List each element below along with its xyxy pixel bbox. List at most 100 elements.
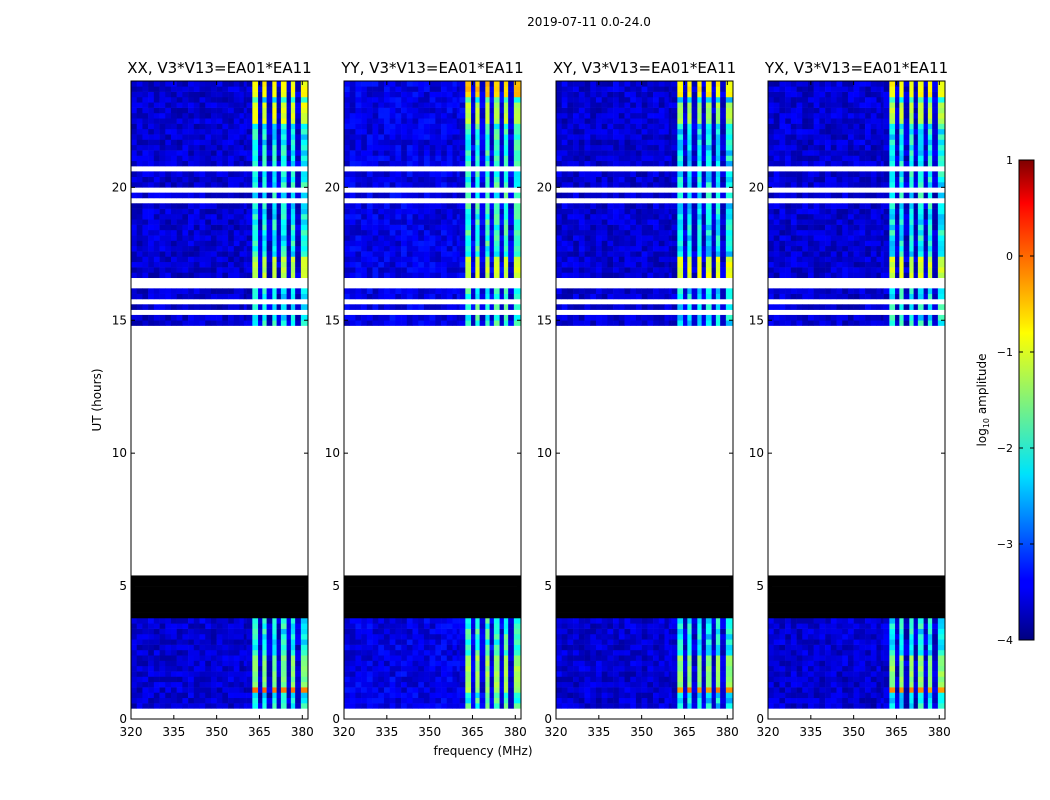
heatmap-cell [471,112,476,119]
heatmap-cell [475,256,480,263]
heatmap-cell [188,320,195,326]
heatmap-cell [479,293,486,300]
heatmap-cell [423,628,430,635]
heatmap-cell [136,213,143,220]
heatmap-cell [243,102,247,108]
heatmap-cell [489,96,495,103]
heatmap-cell [300,660,309,667]
heatmap-cell [441,182,448,188]
heatmap-cell [188,107,195,114]
heatmap-cell [485,118,490,124]
heatmap-cell [300,256,309,263]
heatmap-cell [578,213,585,220]
heatmap-cell [513,192,522,199]
heatmap-cell [423,192,430,199]
heatmap-cell [159,649,166,656]
heatmap-cell [153,256,160,263]
heatmap-cell [176,229,183,236]
heatmap-cell [485,150,490,156]
heatmap-cell [630,644,637,651]
heatmap-cell [142,182,149,188]
heatmap-cell [252,304,259,310]
heatmap-cell [618,692,625,699]
heatmap-cell [246,139,253,146]
heatmap-cell [725,213,734,220]
heatmap-cell [412,150,419,156]
heatmap-cell [210,240,217,247]
heatmap-cell [243,182,247,188]
heatmap-cell [601,644,608,651]
heatmap-cell [233,224,240,231]
heatmap-cell [176,240,183,247]
heatmap-cell [677,272,684,279]
heatmap-cell [176,213,183,220]
heatmap-cell [272,293,277,300]
heatmap-cell [131,628,138,635]
heatmap-cell [479,644,486,651]
heatmap-cell [222,91,229,98]
heatmap-cell [280,261,287,268]
heatmap-cell [441,261,448,268]
heatmap-cell [233,112,240,119]
heatmap-cell [170,118,177,124]
heatmap-cell [493,112,500,119]
heatmap-cell [691,671,698,677]
heatmap-cell [556,251,563,257]
heatmap-cell [401,171,408,177]
heatmap-cell [131,314,138,321]
heatmap-cell [355,107,362,114]
heatmap-cell [452,139,458,146]
heatmap-cell [456,687,460,693]
heatmap-cell [584,644,591,651]
heatmap-cell [193,288,200,294]
heatmap-cell [471,320,476,326]
heatmap-cell [725,671,734,677]
heatmap-cell [159,293,166,300]
heatmap-cell [508,256,515,263]
heatmap-cell [513,623,522,629]
heatmap-cell [687,288,692,294]
heatmap-cell [222,692,229,699]
heatmap-cell [429,155,436,162]
heatmap-cell [711,203,717,209]
heatmap-cell [578,251,585,257]
heatmap-cell [613,644,620,651]
heatmap-cell [601,681,608,688]
heatmap-cell [142,251,149,257]
heatmap-cell [479,272,486,279]
heatmap-cell [401,251,408,257]
heatmap-cell [199,655,206,661]
heatmap-cell [423,692,430,699]
heatmap-cell [276,155,282,162]
heatmap-cell [239,639,245,645]
heatmap-cell [607,293,614,300]
heatmap-cell [222,256,229,263]
heatmap-cell [361,81,368,87]
heatmap-cell [222,687,229,693]
heatmap-cell [344,240,351,247]
heatmap-cell [210,155,217,162]
heatmap-cell [668,314,672,321]
heatmap-cell [664,261,670,268]
heatmap-cell [578,240,585,247]
heatmap-cell [252,272,259,279]
heatmap-cell [216,320,223,326]
heatmap-cell [578,304,585,310]
heatmap-cell [193,118,200,124]
heatmap-cell [383,665,390,672]
heatmap-cell [366,665,373,672]
heatmap-cell [205,293,212,300]
heatmap-cell [233,128,240,135]
heatmap-cell [406,251,413,257]
heatmap-cell [441,314,448,321]
heatmap-cell [142,697,149,704]
heatmap-cell [446,134,453,140]
heatmap-cell [252,139,259,146]
heatmap-cell [573,649,580,656]
heatmap-cell [243,245,247,252]
heatmap-cell [653,272,660,279]
heatmap-cell [148,671,155,677]
heatmap-cell [697,272,702,279]
heatmap-cell [446,660,453,667]
heatmap-cell [647,665,654,672]
